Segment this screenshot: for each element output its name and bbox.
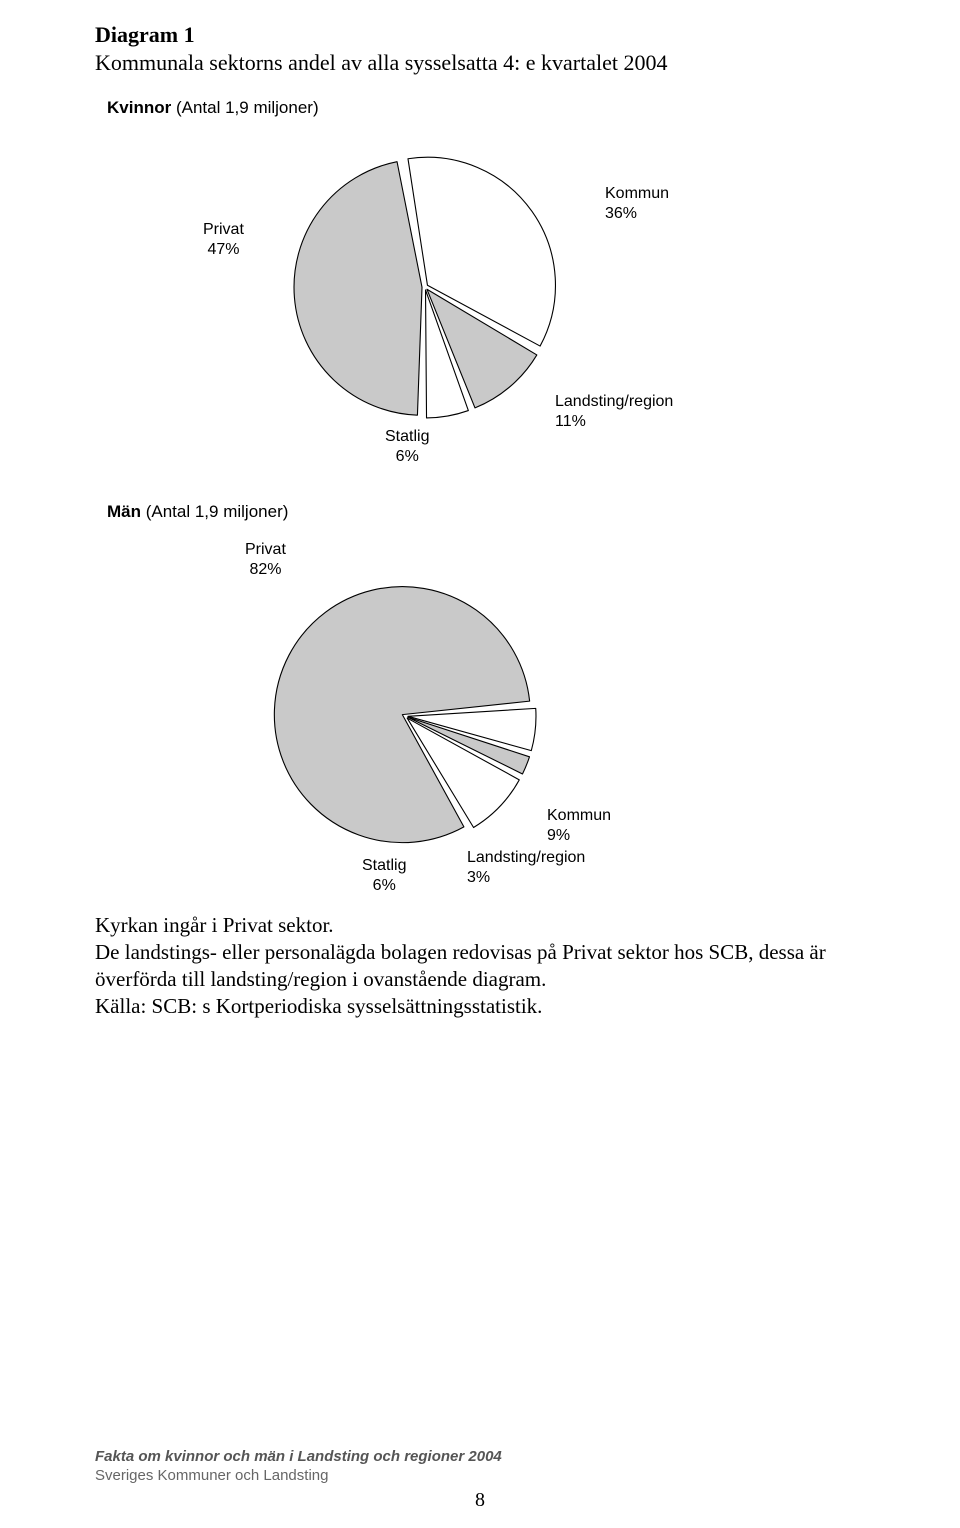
body-line1: Kyrkan ingår i Privat sektor. xyxy=(95,912,900,939)
chart1-label-kommun: Kommun36% xyxy=(605,184,669,224)
chart1-slice-privat xyxy=(294,162,422,415)
chart2-label-kommun: Kommun9% xyxy=(547,806,611,846)
footer-line2: Sveriges Kommuner och Landsting xyxy=(95,1467,502,1484)
chart1-group-label: Kvinnor (Antal 1,9 miljoner) xyxy=(107,98,900,118)
body-line3: Källa: SCB: s Kortperiodiska sysselsättn… xyxy=(95,993,900,1020)
diagram-subtitle: Kommunala sektorns andel av alla syssels… xyxy=(95,50,900,76)
chart2-label-privat: Privat82% xyxy=(245,540,286,580)
chart2-group-bold: Män xyxy=(107,502,141,521)
chart2-label-landsting-region: Landsting/region3% xyxy=(467,848,585,888)
chart2-label-statlig: Statlig6% xyxy=(362,856,406,896)
chart1-label-landsting-region: Landsting/region11% xyxy=(555,392,673,432)
body-line2: De landstings- eller personalägda bolage… xyxy=(95,939,900,993)
page-number: 8 xyxy=(0,1489,960,1512)
chart2-group-rest: (Antal 1,9 miljoner) xyxy=(141,502,288,521)
chart1-group-rest: (Antal 1,9 miljoner) xyxy=(171,98,318,117)
chart2-svg xyxy=(95,526,875,886)
chart1-label-statlig: Statlig6% xyxy=(385,427,429,467)
chart1-svg xyxy=(95,122,875,482)
footer: Fakta om kvinnor och män i Landsting och… xyxy=(95,1448,502,1484)
footer-line1: Fakta om kvinnor och män i Landsting och… xyxy=(95,1448,502,1465)
page: Diagram 1 Kommunala sektorns andel av al… xyxy=(0,0,960,1528)
body-text: Kyrkan ingår i Privat sektor. De landsti… xyxy=(95,912,900,1020)
chart1-group-bold: Kvinnor xyxy=(107,98,171,117)
chart1-label-privat: Privat47% xyxy=(203,220,244,260)
chart2-pie: Privat82%Statlig6%Landsting/region3%Komm… xyxy=(95,526,875,886)
chart1-pie: Kommun36% Landsting/region11% Statlig6% Pri… xyxy=(95,122,875,482)
chart2-group-label: Män (Antal 1,9 miljoner) xyxy=(107,502,900,522)
diagram-title: Diagram 1 xyxy=(95,22,900,48)
